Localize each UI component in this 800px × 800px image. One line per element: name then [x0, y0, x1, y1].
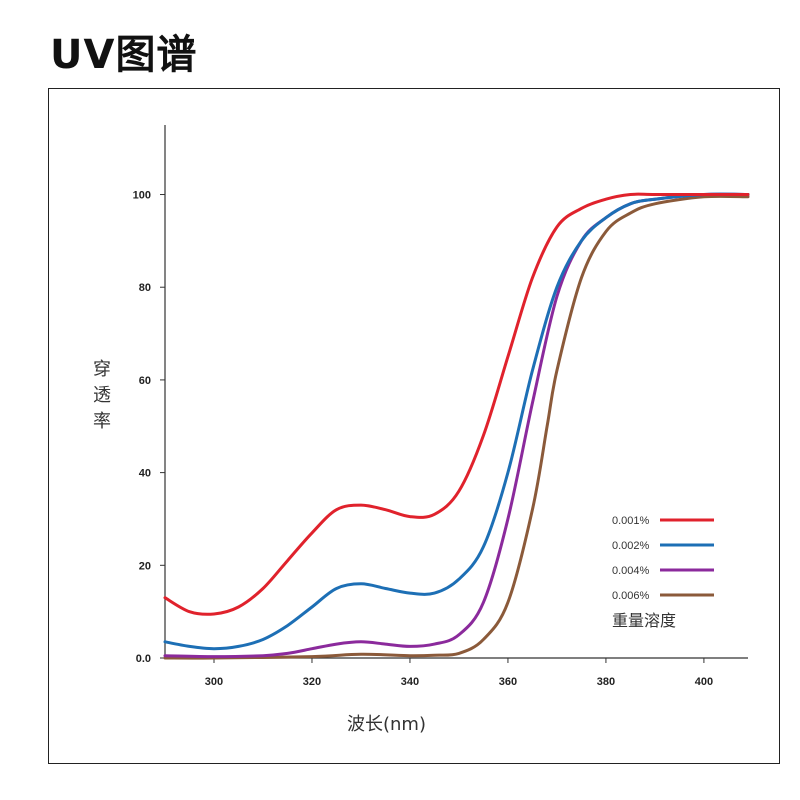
y-tick-label: 0.0	[136, 653, 151, 665]
y-tick-label: 40	[139, 468, 151, 480]
y-tick-label: 60	[139, 375, 151, 387]
legend-label: 0.002%	[612, 540, 650, 552]
series-line	[163, 194, 750, 660]
y-tick-label: 100	[133, 190, 151, 202]
x-tick-label: 380	[597, 676, 615, 688]
x-tick-label: 400	[695, 676, 713, 688]
series-line	[163, 192, 750, 616]
chart-frame	[48, 88, 780, 764]
legend-title: 重量溶度	[612, 611, 676, 630]
y-axis-title: 穿透率	[93, 359, 111, 432]
series-line	[163, 192, 750, 651]
legend-label: 0.004%	[612, 565, 650, 577]
series-line	[163, 192, 750, 659]
page-title: UV图谱	[50, 32, 198, 78]
legend-label: 0.006%	[612, 590, 650, 602]
x-tick-label: 300	[205, 676, 223, 688]
x-tick-label: 320	[303, 676, 321, 688]
legend-label: 0.001%	[612, 515, 650, 527]
x-axis-title: 波长(nm)	[347, 714, 426, 735]
x-tick-label: 340	[401, 676, 419, 688]
y-tick-label: 20	[139, 560, 151, 572]
x-tick-label: 360	[499, 676, 517, 688]
y-tick-label: 80	[139, 282, 151, 294]
